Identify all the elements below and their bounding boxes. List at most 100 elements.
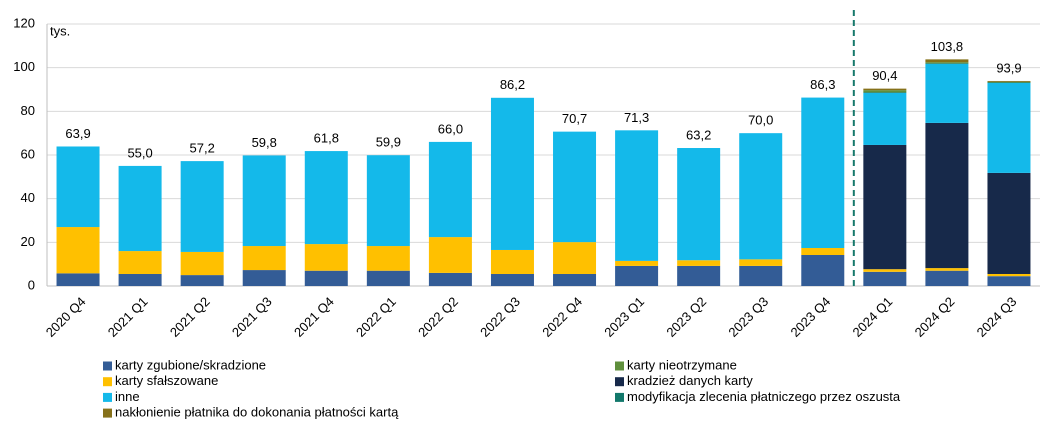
x-tick-group: 2022 Q4 — [539, 294, 585, 340]
bar-segment — [801, 98, 844, 248]
x-tick-group: 2023 Q2 — [663, 294, 709, 340]
bar-segment — [925, 62, 968, 63]
bar-segment — [925, 63, 968, 64]
x-tick-group: 2020 Q4 — [43, 294, 89, 340]
total-label: 63,9 — [65, 126, 90, 141]
bar-segment — [181, 161, 224, 252]
bar-segment — [987, 81, 1030, 82]
legend-label: karty zgubione/skradzione — [115, 357, 266, 372]
unit-annotation: tys. — [50, 23, 70, 38]
x-tick-group: 2022 Q2 — [415, 294, 461, 340]
total-label: 63,2 — [686, 127, 711, 142]
x-tick-group: 2024 Q1 — [850, 294, 896, 340]
bar-segment — [429, 237, 472, 273]
x-tick-label: 2022 Q2 — [415, 294, 461, 340]
bar-segment — [305, 151, 348, 244]
bar-segment — [243, 246, 286, 270]
x-tick-label: 2022 Q1 — [353, 294, 399, 340]
total-label: 59,8 — [252, 135, 277, 150]
bar-segment — [491, 250, 534, 274]
bar-segment — [57, 273, 100, 286]
x-tick-label: 2020 Q4 — [43, 294, 89, 340]
x-tick-label: 2021 Q2 — [167, 294, 213, 340]
bar-segment — [925, 271, 968, 286]
legend-label: inne — [115, 389, 140, 404]
bar-segment — [181, 275, 224, 286]
bar-segment — [987, 276, 1030, 286]
legend-swatch — [615, 362, 624, 371]
x-tick-group: 2024 Q3 — [974, 294, 1020, 340]
total-label: 71,3 — [624, 110, 649, 125]
bar-segment — [677, 266, 720, 286]
x-tick-group: 2022 Q3 — [477, 294, 523, 340]
x-tick-label: 2021 Q1 — [105, 294, 151, 340]
total-label: 86,2 — [500, 77, 525, 92]
x-tick-group: 2021 Q4 — [291, 294, 337, 340]
bar-segment — [181, 252, 224, 275]
bar-segment — [429, 142, 472, 237]
bar-segment — [615, 261, 658, 266]
total-label: 66,0 — [438, 121, 463, 136]
legend-label: kradzież danych karty — [627, 373, 753, 388]
bar-segment — [367, 271, 410, 286]
legend-swatch — [103, 377, 112, 386]
bar-segment — [615, 266, 658, 286]
bar-segment — [553, 242, 596, 274]
y-tick-label: 120 — [13, 15, 35, 30]
bar-segment — [925, 123, 968, 268]
x-tick-label: 2023 Q3 — [725, 294, 771, 340]
y-tick-label: 0 — [28, 277, 35, 292]
bar-segment — [677, 148, 720, 260]
legend-swatch — [103, 362, 112, 371]
bar-segment — [243, 270, 286, 286]
bar-segment — [863, 269, 906, 272]
bar-segment — [491, 98, 534, 250]
bar-segment — [553, 132, 596, 242]
bar-segment — [739, 259, 782, 266]
x-tick-label: 2021 Q4 — [291, 294, 337, 340]
bar-segment — [119, 251, 162, 274]
bar-segment — [119, 274, 162, 286]
x-tick-group: 2023 Q1 — [601, 294, 647, 340]
legend-swatch — [615, 377, 624, 386]
legend-label: karty nieotrzymane — [627, 357, 737, 372]
total-label: 55,0 — [127, 145, 152, 160]
bar-segment — [987, 173, 1030, 274]
legend-label: karty sfałszowane — [115, 373, 218, 388]
y-tick-label: 20 — [21, 234, 35, 249]
bar-segment — [553, 274, 596, 286]
total-label: 90,4 — [872, 68, 897, 83]
bar-segment — [677, 260, 720, 266]
bar-segment — [925, 59, 968, 62]
bar-segment — [57, 146, 100, 227]
x-tick-label: 2022 Q3 — [477, 294, 523, 340]
x-tick-label: 2023 Q4 — [787, 294, 833, 340]
total-label: 93,9 — [996, 60, 1021, 75]
bar-segment — [739, 266, 782, 286]
x-tick-group: 2022 Q1 — [353, 294, 399, 340]
legend-label: modyfikacja zlecenia płatniczego przez o… — [627, 389, 901, 404]
bar-segment — [367, 246, 410, 271]
bar-segment — [863, 90, 906, 92]
x-tick-group: 2024 Q2 — [912, 294, 958, 340]
bar-segment — [925, 64, 968, 123]
bar-segment — [491, 274, 534, 286]
x-tick-group: 2023 Q4 — [787, 294, 833, 340]
x-tick-label: 2023 Q2 — [663, 294, 709, 340]
bar-segment — [801, 255, 844, 286]
legend-swatch — [615, 393, 624, 402]
bar-segment — [739, 133, 782, 259]
y-tick-label: 100 — [13, 59, 35, 74]
x-tick-label: 2021 Q3 — [229, 294, 275, 340]
total-label: 86,3 — [810, 77, 835, 92]
x-tick-label: 2024 Q1 — [850, 294, 896, 340]
bar-segment — [987, 83, 1030, 173]
bar-segment — [863, 145, 906, 269]
x-tick-label: 2023 Q1 — [601, 294, 647, 340]
x-tick-group: 2021 Q3 — [229, 294, 275, 340]
bar-segment — [863, 272, 906, 286]
y-tick-label: 60 — [21, 146, 35, 161]
total-label: 103,8 — [931, 39, 964, 54]
bar-segment — [801, 248, 844, 255]
